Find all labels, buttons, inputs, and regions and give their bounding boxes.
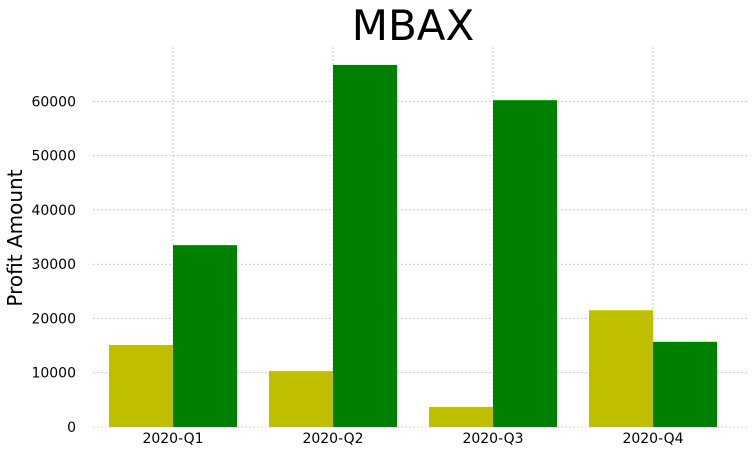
bar-series-1-2020-Q1 xyxy=(109,345,173,427)
y-tick-labels: 0 10000 20000 30000 40000 50000 60000 xyxy=(31,94,76,436)
y-tick-label: 50000 xyxy=(31,149,76,165)
y-tick-label: 10000 xyxy=(31,366,76,382)
bar-series-1-2020-Q3 xyxy=(429,406,493,427)
x-tick-label: 2020-Q4 xyxy=(622,431,683,447)
y-tick-label: 30000 xyxy=(31,257,76,273)
y-tick-label: 0 xyxy=(67,420,76,436)
bar-series-2-2020-Q3 xyxy=(493,100,557,427)
bar-series-1-2020-Q2 xyxy=(269,371,333,427)
x-tick-label: 2020-Q3 xyxy=(462,431,523,447)
bar-series-2-2020-Q4 xyxy=(653,341,717,427)
bar-series-2-2020-Q1 xyxy=(173,245,237,427)
y-tick-label: 60000 xyxy=(31,94,76,110)
x-tick-label: 2020-Q2 xyxy=(302,431,363,447)
bars xyxy=(109,64,717,428)
x-tick-labels: 2020-Q1 2020-Q2 2020-Q3 2020-Q4 xyxy=(142,431,683,447)
y-tick-label: 20000 xyxy=(31,311,76,327)
bar-series-2-2020-Q2 xyxy=(333,64,397,428)
x-tick-label: 2020-Q1 xyxy=(142,431,203,447)
y-axis-label: Profit Amount xyxy=(3,169,27,306)
bar-series-1-2020-Q4 xyxy=(589,310,653,427)
y-tick-label: 40000 xyxy=(31,203,76,219)
chart-title: MBAX xyxy=(352,1,475,50)
